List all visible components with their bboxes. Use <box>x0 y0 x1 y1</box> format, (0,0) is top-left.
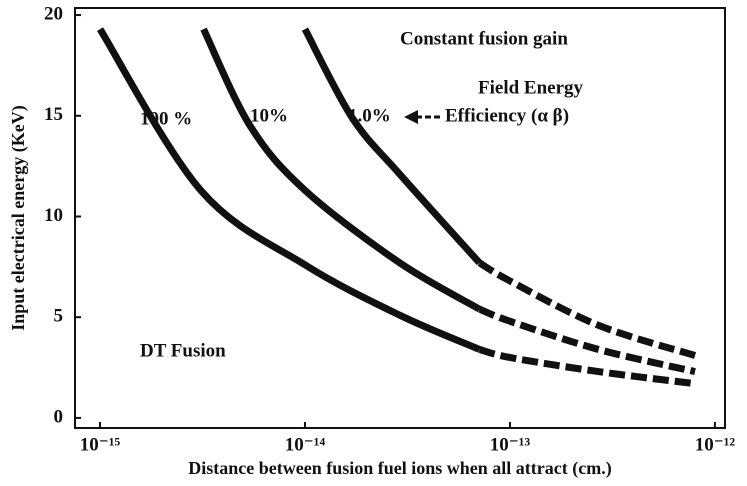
curve-solid <box>97 27 481 353</box>
annotation: Efficiency (α β) <box>445 105 569 126</box>
annotation: Field Energy <box>478 77 584 98</box>
x-tick-label: 10⁻¹² <box>695 434 736 455</box>
y-tick-label: 20 <box>44 3 63 24</box>
plot-frame <box>74 7 726 429</box>
curve-dashed <box>477 259 697 359</box>
curve-solid <box>301 27 483 266</box>
curve-dashed <box>478 305 696 376</box>
curve-solid <box>200 27 482 313</box>
annotation: DT Fusion <box>140 340 226 361</box>
x-axis-label: Distance between fusion fuel ions when a… <box>188 458 611 479</box>
series-label: 100 % <box>140 108 192 129</box>
y-tick-label: 5 <box>54 306 64 327</box>
y-tick-label: 15 <box>44 104 63 125</box>
x-tick-label: 10⁻¹⁵ <box>80 434 121 455</box>
annotation: Constant fusion gain <box>400 28 568 49</box>
x-tick-label: 10⁻¹³ <box>490 434 531 455</box>
series-label: 10% <box>250 105 288 126</box>
curve-dashed <box>478 346 696 388</box>
y-tick-label: 10 <box>44 205 63 226</box>
arrow <box>404 110 440 124</box>
series-label: 1.0% <box>348 105 391 126</box>
y-tick-label: 0 <box>54 406 64 427</box>
x-tick-label: 10⁻¹⁴ <box>285 434 326 455</box>
y-axis-label: Input electrical energy (KeV) <box>8 105 29 330</box>
